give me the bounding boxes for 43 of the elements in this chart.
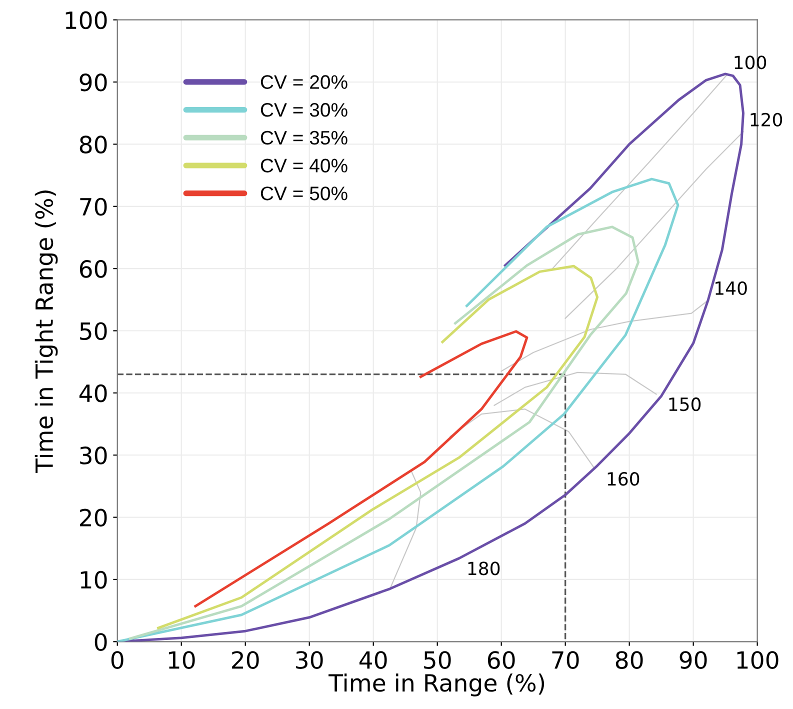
annotation: 120 [750, 112, 782, 126]
y-tick-label: 0 [94, 633, 107, 651]
x-axis-title: Time in Range (%) [328, 674, 544, 696]
line-series [494, 372, 657, 406]
y-tick-label: 10 [80, 570, 107, 589]
line-series [500, 300, 709, 372]
x-tick-label: 100 [737, 651, 778, 669]
annotation: 150 [669, 397, 701, 412]
y-axis-title: Time in Tight Range (%) [34, 190, 58, 474]
line-series [194, 330, 528, 608]
line-series [128, 226, 640, 640]
y-tick-label: 20 [80, 508, 107, 527]
x-tick-label: 0 [111, 651, 124, 669]
y-tick-label: 40 [79, 384, 107, 402]
x-tick-label: 70 [552, 651, 579, 669]
y-tick-label: 50 [80, 322, 107, 340]
y-tick-label: 30 [80, 446, 107, 464]
legend-label: CV = 20% [260, 75, 348, 89]
x-tick-label: 10 [168, 651, 195, 669]
line-series [157, 264, 599, 630]
annotation: 180 [468, 562, 500, 576]
legend-label: CV = 50% [260, 186, 348, 200]
x-tick-label: 20 [232, 651, 259, 669]
x-tick-label: 60 [488, 651, 515, 669]
annotation: 160 [608, 472, 640, 486]
x-tick-label: 40 [359, 651, 387, 669]
x-tick-label: 80 [616, 651, 643, 669]
line-series [552, 74, 728, 270]
legend-label: CV = 30% [260, 103, 348, 117]
y-tick-label: 60 [80, 260, 107, 278]
x-tick-label: 50 [424, 651, 451, 669]
legend-label: CV = 35% [260, 130, 348, 145]
y-tick-label: 80 [80, 136, 107, 154]
annotation: 140 [716, 281, 747, 295]
y-tick-label: 70 [80, 198, 107, 216]
legend-label: CV = 40% [260, 158, 348, 172]
y-tick-label: 100 [66, 11, 107, 30]
x-tick-label: 90 [680, 651, 707, 669]
line-series [450, 408, 596, 470]
line-series [389, 470, 422, 590]
annotation: 100 [734, 56, 766, 70]
x-tick-label: 30 [296, 651, 323, 669]
y-tick-label: 90 [80, 73, 107, 92]
